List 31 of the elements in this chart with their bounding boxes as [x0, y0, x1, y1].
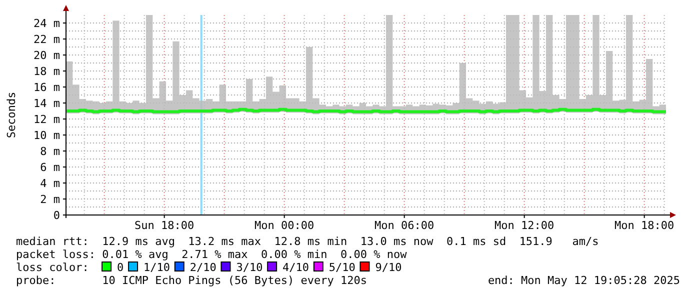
text: 0 [117, 261, 124, 274]
x-tick-label: Sun 18:00 [134, 219, 194, 232]
text: 2/10 [190, 261, 216, 274]
y-tick-label: 12 m [34, 112, 60, 126]
y-tick-label: 16 m [34, 80, 60, 94]
text: 4/10 [282, 261, 310, 274]
y-tick-label: 14 m [34, 96, 60, 110]
x-tick-label: Mon 18:00 [614, 219, 674, 232]
text: loss color: [16, 261, 89, 274]
text: 1/10 [144, 261, 170, 274]
text: probe: 10 ICMP Echo Pings (56 Bytes) every 120s [16, 274, 367, 287]
y-tick-label: 20 m [34, 48, 60, 62]
y-tick-label: 8 m [40, 144, 60, 158]
y-tick-label: 4 m [40, 176, 60, 190]
y-tick-label: 6 m [40, 160, 60, 174]
text: 5/10 [328, 261, 356, 274]
x-tick-label: Mon 12:00 [494, 219, 554, 232]
text: 3/10 [236, 261, 263, 274]
text: end: Mon May 12 19:05:28 2025 [488, 274, 680, 287]
y-tick-label: 22 m [34, 32, 60, 46]
x-tick-label: Mon 00:00 [254, 219, 314, 232]
y-tick-label: 0 [53, 208, 60, 222]
y-tick-label: 10 m [34, 128, 60, 142]
y-tick-label: 18 m [34, 64, 60, 78]
y-axis-title: Seconds [5, 92, 18, 138]
text: packet loss: 0.01 % avg 2.71 % max 0.00 % min 0.00 % now [16, 248, 408, 261]
text: 9/10 [375, 261, 402, 274]
y-tick-label: 24 m [34, 16, 60, 30]
text: median rtt: 12.9 ms avg 13.2 ms max 12.8 ms min 13.0 ms now 0.1 ms sd 151.9 am/s [16, 235, 599, 248]
y-tick-label: 2 m [40, 192, 60, 206]
x-tick-label: Mon 06:00 [374, 219, 434, 232]
